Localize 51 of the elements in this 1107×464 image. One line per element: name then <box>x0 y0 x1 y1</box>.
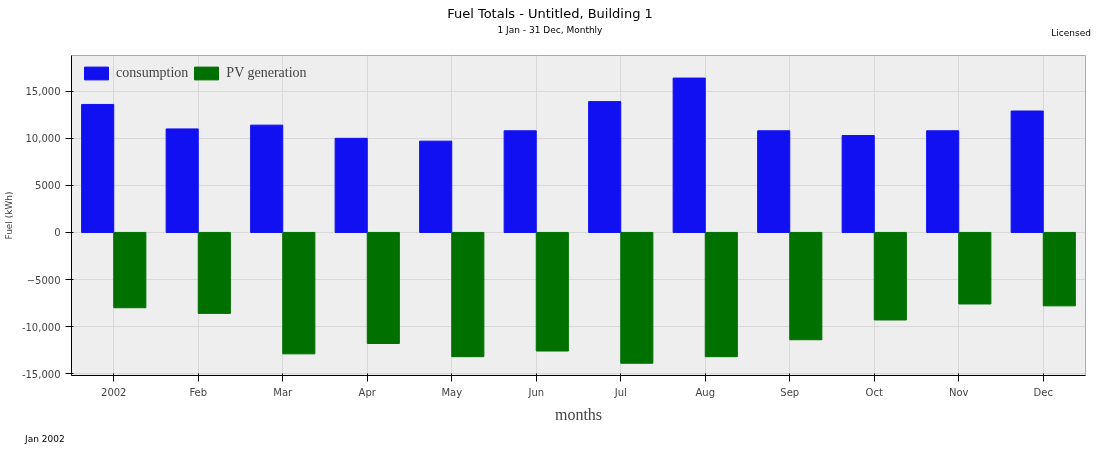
y-tick-label: 15,000 <box>25 86 61 98</box>
bar <box>451 231 485 358</box>
x-tick-label: Mar <box>273 386 294 398</box>
x-tick-label: Aug <box>695 386 716 398</box>
x-tick-label: Oct <box>865 386 883 398</box>
bar <box>789 231 823 341</box>
chart-subtitle: 1 Jan - 31 Dec, Monthly <box>497 24 603 35</box>
y-axis-title: Fuel (kWh) <box>3 191 14 240</box>
bar <box>250 124 284 233</box>
y-tick-label: -10,000 <box>21 321 61 333</box>
x-tick-label: May <box>441 386 463 398</box>
bar <box>926 130 960 233</box>
bar <box>704 231 738 358</box>
y-tick-label: 5000 <box>35 180 61 192</box>
x-tick-label: 2002 <box>101 386 127 398</box>
bar <box>165 128 199 233</box>
bar <box>197 231 231 314</box>
x-axis-title: months <box>554 405 603 423</box>
bar <box>535 231 569 352</box>
bar <box>958 231 992 305</box>
bar <box>334 137 368 233</box>
y-tick-label: 0 <box>54 227 61 239</box>
x-tick-label: Jul <box>613 386 627 398</box>
y-tick-label: -15,000 <box>21 368 61 380</box>
x-tick-label: Feb <box>189 386 208 398</box>
bar <box>588 101 622 233</box>
bar <box>282 231 316 355</box>
bar <box>841 135 875 233</box>
x-tick-label: Sep <box>780 386 800 398</box>
bar <box>757 130 791 233</box>
chart-title: Fuel Totals - Untitled, Building 1 <box>446 5 654 23</box>
bar <box>873 231 907 321</box>
bar <box>419 140 453 233</box>
x-tick-label: Dec <box>1033 386 1053 398</box>
bar <box>1010 110 1044 233</box>
legend-label: consumption <box>116 65 189 81</box>
x-tick-label: Jun <box>527 386 545 398</box>
bar <box>620 231 654 364</box>
text: Licensed <box>1051 27 1091 40</box>
y-tick-label: 10,000 <box>25 133 61 145</box>
bar <box>366 231 400 344</box>
y-tick-label: −5000 <box>26 274 61 286</box>
bar <box>113 231 147 309</box>
bar <box>81 103 115 233</box>
text: Jan 2002 <box>23 433 66 446</box>
x-tick-label: Apr <box>358 386 377 398</box>
bar <box>1042 231 1076 307</box>
bar <box>672 77 706 233</box>
x-tick-label: Nov <box>948 386 969 398</box>
legend-label: PV generation <box>226 65 307 81</box>
bar <box>503 130 537 233</box>
